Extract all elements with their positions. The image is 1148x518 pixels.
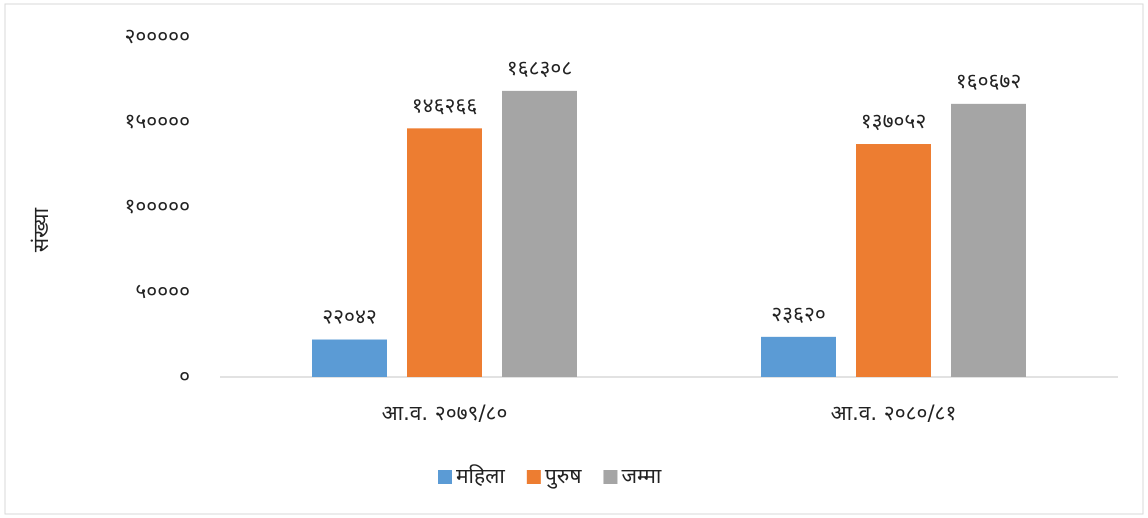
legend-swatch — [438, 470, 452, 484]
bar — [856, 144, 931, 377]
y-tick-label: २००००० — [124, 24, 190, 48]
bar — [761, 336, 836, 377]
data-label: २३६२० — [771, 302, 826, 326]
legend-swatch — [603, 470, 618, 484]
bar — [407, 128, 482, 377]
y-tick-label: १५०००० — [124, 109, 190, 133]
y-tick-label: ० — [179, 364, 190, 388]
y-tick-label: ५०००० — [135, 279, 190, 303]
legend-label: महिला — [456, 464, 505, 488]
bar — [312, 339, 387, 377]
data-label: २२०४२ — [322, 305, 377, 329]
legend-swatch — [526, 470, 541, 484]
data-label: १४६२६६ — [412, 93, 478, 117]
bar — [502, 90, 577, 377]
x-tick-label: आ.व. २०८०/८१ — [831, 401, 957, 425]
bar — [951, 103, 1026, 377]
y-tick-label: १००००० — [124, 194, 190, 218]
x-tick-label: आ.व. २०७९/८० — [382, 401, 508, 425]
data-label: १३७०५२ — [861, 109, 927, 133]
data-label: १६८३०८ — [507, 56, 573, 80]
data-label: १६०६७२ — [956, 69, 1022, 93]
legend-label: जम्मा — [621, 464, 661, 488]
y-axis-label: संख्या — [29, 207, 53, 252]
legend-label: पुरुष — [545, 464, 582, 489]
